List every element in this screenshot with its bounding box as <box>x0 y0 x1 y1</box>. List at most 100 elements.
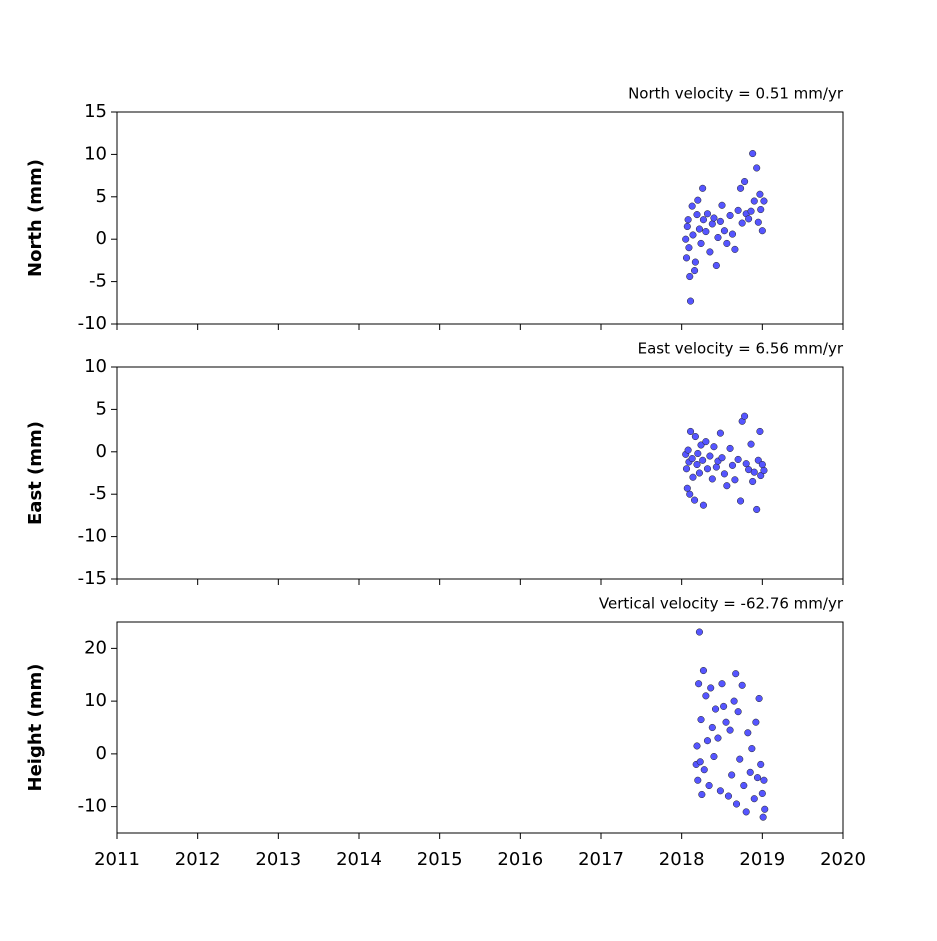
point <box>736 755 744 763</box>
point <box>760 776 768 784</box>
point <box>752 718 760 726</box>
point <box>702 692 710 700</box>
y-tick-label: 5 <box>96 398 107 419</box>
point <box>703 465 712 473</box>
point <box>728 461 737 469</box>
plot-frame <box>116 111 844 325</box>
x-tick-label: 2016 <box>497 849 543 870</box>
point <box>693 460 701 469</box>
point <box>714 233 722 242</box>
point <box>742 460 750 468</box>
point <box>718 201 726 209</box>
y-tick-label: -5 <box>89 271 107 292</box>
x-tick-label: 2019 <box>739 849 785 870</box>
point <box>746 768 754 776</box>
point <box>688 455 696 463</box>
point <box>738 681 746 689</box>
x-tick-label: 2017 <box>578 849 624 870</box>
point <box>686 297 695 305</box>
point <box>731 476 739 484</box>
panel-title: Vertical velocity = -62.76 mm/yr <box>599 595 844 613</box>
point <box>720 227 728 235</box>
point <box>718 454 726 462</box>
point <box>695 628 703 636</box>
point <box>753 164 761 172</box>
point <box>753 505 761 514</box>
point <box>683 484 691 492</box>
x-tick-label: 2015 <box>417 849 463 870</box>
y-tick-label: -10 <box>78 526 107 547</box>
point <box>749 150 757 158</box>
point <box>761 805 769 813</box>
y-tick-label: -10 <box>78 313 107 334</box>
point <box>691 496 699 504</box>
y-tick-label: 10 <box>84 356 107 377</box>
point <box>760 197 768 205</box>
point <box>686 272 694 281</box>
point <box>706 248 714 256</box>
y-tick-label: 5 <box>96 186 107 207</box>
y-tick-label: -15 <box>78 568 107 589</box>
point <box>684 446 692 454</box>
point <box>702 228 710 236</box>
point <box>712 261 720 270</box>
point <box>693 742 701 750</box>
point <box>728 771 736 779</box>
point <box>708 475 716 483</box>
point <box>699 216 707 224</box>
point <box>753 774 762 782</box>
point <box>710 752 718 761</box>
point <box>686 427 695 435</box>
x-tick-label: 2020 <box>820 849 866 870</box>
y-tick-label: 15 <box>84 101 107 122</box>
point <box>747 207 755 215</box>
point <box>758 227 766 235</box>
point <box>740 781 748 790</box>
y-tick-label: -10 <box>78 796 107 817</box>
point <box>723 239 731 247</box>
point <box>758 789 766 797</box>
point <box>708 723 716 732</box>
point <box>714 734 722 742</box>
point <box>757 205 765 214</box>
point <box>741 412 749 420</box>
point <box>699 456 707 464</box>
point <box>685 244 693 252</box>
point <box>682 235 690 243</box>
point <box>694 449 702 458</box>
point <box>699 501 707 509</box>
point <box>694 196 702 204</box>
point <box>750 468 758 476</box>
point <box>732 800 741 808</box>
point <box>697 441 705 449</box>
point <box>695 469 703 477</box>
y-tick-label: 10 <box>84 690 107 711</box>
point <box>711 705 720 713</box>
point <box>716 217 724 225</box>
y-tick-label: 0 <box>96 228 107 249</box>
panel-title: North velocity = 0.51 mm/yr <box>628 85 844 103</box>
point <box>695 225 703 233</box>
point <box>757 471 765 480</box>
y-tick-label: 20 <box>84 637 107 658</box>
point <box>699 184 707 192</box>
point <box>691 258 699 266</box>
x-tick-label: 2011 <box>94 849 140 870</box>
point <box>747 440 755 448</box>
point <box>693 211 701 219</box>
y-tick-label: 0 <box>96 441 107 462</box>
point <box>749 477 757 486</box>
point <box>726 444 734 452</box>
point <box>686 490 694 498</box>
point <box>695 680 703 688</box>
y-axis-label: Height (mm) <box>25 664 46 792</box>
point <box>682 254 691 262</box>
point <box>734 206 742 214</box>
point <box>689 231 697 239</box>
plot-frame <box>116 366 844 580</box>
y-axis-label: East (mm) <box>25 421 46 525</box>
point <box>712 463 720 471</box>
point <box>703 210 712 218</box>
point <box>698 790 706 799</box>
